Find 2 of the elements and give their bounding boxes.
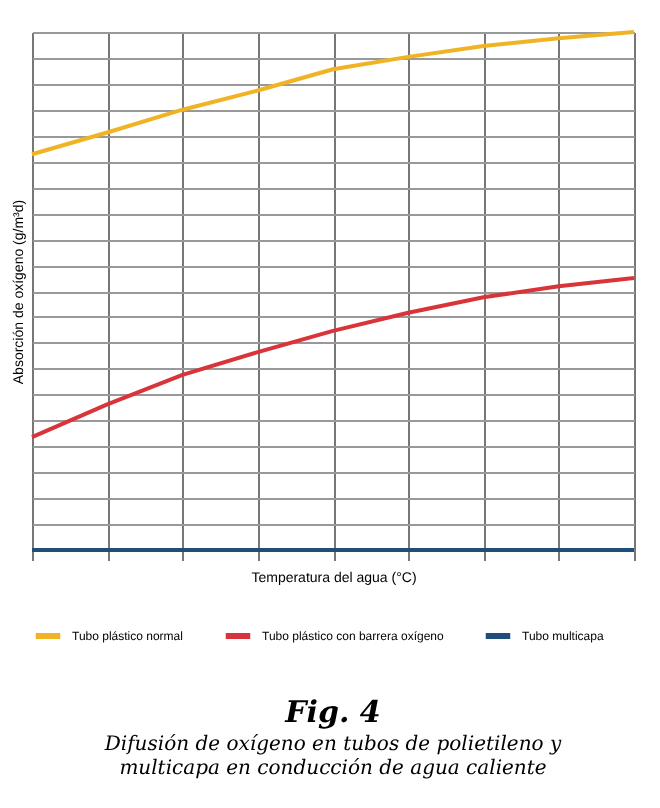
text: Fig. 4 xyxy=(283,694,381,730)
text: Difusión de oxígeno en tubos de polietileno y multicapa en conducción de agua caliente xyxy=(102,734,562,780)
